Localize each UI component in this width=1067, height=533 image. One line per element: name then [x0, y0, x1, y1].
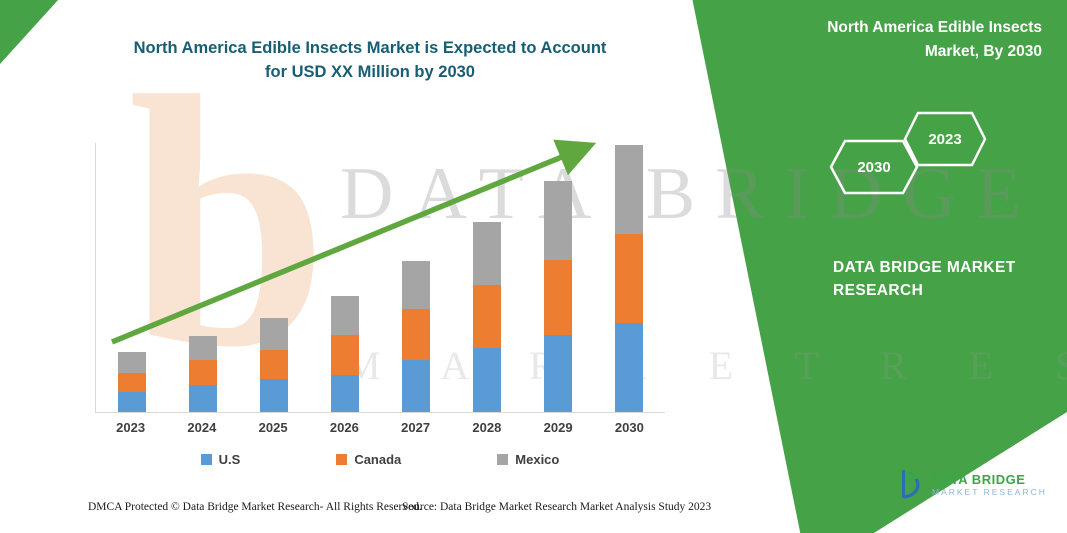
- legend-label: Mexico: [515, 452, 560, 467]
- chart-title-line1: North America Edible Insects Market is E…: [133, 39, 607, 57]
- dbmr-logo-name: DATA BRIDGE: [932, 471, 1026, 487]
- bar-segment-Canada-2029: [544, 260, 573, 335]
- banner-heading-line2: Market, By 2030: [924, 43, 1042, 60]
- footer-source-text: Source: Data Bridge Market Research Mark…: [402, 501, 712, 513]
- bar-2025: [259, 318, 288, 412]
- bar-segment-Canada-2027: [402, 309, 431, 360]
- bar-2026: [330, 296, 359, 412]
- bar-segment-Mexico-2028: [473, 222, 502, 285]
- x-axis-label-2024: 2024: [187, 420, 217, 435]
- legend-label: U.S: [218, 452, 241, 467]
- bar-segment-Mexico-2027: [402, 261, 431, 309]
- x-axis-label-2029: 2029: [543, 420, 573, 435]
- hexagon-2023-label: 2023: [928, 130, 962, 148]
- bar-2024: [188, 336, 217, 412]
- footer-dmca-text: DMCA Protected © Data Bridge Market Rese…: [88, 501, 422, 513]
- dbmr-logo-text: DATA BRIDGE MARKET RESEARCH: [932, 472, 1047, 497]
- bar-segment-Mexico-2029: [544, 181, 573, 260]
- bar-segment-Canada-2026: [330, 335, 359, 375]
- x-axis-label-2023: 2023: [116, 420, 146, 435]
- bar-segment-US-2024: [188, 385, 217, 412]
- bar-2028: [473, 222, 502, 412]
- chart-title: North America Edible Insects Market is E…: [65, 36, 675, 84]
- x-axis-label-2025: 2025: [258, 420, 288, 435]
- x-axis-label-2026: 2026: [329, 420, 359, 435]
- bar-segment-Canada-2030: [615, 234, 644, 323]
- legend-label: Canada: [354, 452, 402, 467]
- bar-segment-Canada-2025: [259, 350, 288, 379]
- hexagon-badge-2030: 2030: [829, 139, 919, 195]
- x-axis-label-2027: 2027: [401, 420, 431, 435]
- banner-brand-line1: DATA BRIDGE MARKET: [833, 259, 1016, 276]
- x-axis-label-2028: 2028: [472, 420, 502, 435]
- chart-legend: U.S Canada Mexico: [95, 452, 665, 467]
- chart-title-line2: for USD XX Million by 2030: [265, 63, 475, 81]
- watermark-market-research: M A R K E T R E S E A R C H: [345, 343, 1067, 388]
- bar-segment-Mexico-2026: [330, 296, 359, 335]
- banner-brand: DATA BRIDGE MARKET RESEARCH: [833, 256, 1016, 302]
- corner-triangle-decoration: [0, 0, 58, 64]
- dbmr-logo-subtitle: MARKET RESEARCH: [932, 486, 1047, 497]
- bar-2027: [402, 261, 431, 412]
- banner-heading: North America Edible Insects Market, By …: [772, 16, 1042, 64]
- bar-segment-Mexico-2023: [117, 352, 146, 373]
- bar-segment-US-2028: [473, 348, 502, 412]
- legend-item-Canada: Canada: [336, 452, 401, 467]
- banner-heading-line1: North America Edible Insects: [827, 19, 1042, 36]
- bar-2030: [615, 145, 644, 412]
- banner-brand-line2: RESEARCH: [833, 282, 924, 299]
- stacked-bar-chart: [95, 143, 665, 413]
- bar-segment-US-2023: [117, 392, 146, 412]
- bar-segment-Canada-2028: [473, 285, 502, 348]
- legend-swatch-icon: [336, 454, 348, 465]
- hexagon-outline-icon: [829, 139, 919, 195]
- legend-swatch-icon: [497, 454, 509, 465]
- dbmr-logo: DATA BRIDGE MARKET RESEARCH: [896, 468, 1047, 500]
- bar-segment-US-2027: [402, 360, 431, 412]
- bar-segment-Canada-2023: [117, 373, 146, 392]
- legend-item-US: U.S: [200, 452, 241, 467]
- legend-item-Mexico: Mexico: [497, 452, 559, 467]
- bar-segment-Mexico-2025: [259, 318, 288, 350]
- legend-swatch-icon: [200, 454, 212, 465]
- bar-segment-Mexico-2024: [188, 336, 217, 360]
- x-axis-label-2030: 2030: [614, 420, 644, 435]
- hexagon-outline-icon: [903, 111, 987, 167]
- bar-2029: [544, 181, 573, 412]
- bar-segment-US-2030: [615, 323, 644, 412]
- bar-segment-Canada-2024: [188, 360, 217, 385]
- bar-2023: [117, 352, 146, 412]
- bar-segment-US-2026: [330, 375, 359, 412]
- hexagon-2030-label: 2030: [857, 158, 891, 176]
- bar-segment-Mexico-2030: [615, 145, 644, 234]
- bar-segment-US-2025: [259, 379, 288, 412]
- x-axis-labels: 2023 2024 2025 2026 2027 2028 2029 2030: [95, 420, 665, 435]
- bar-segment-US-2029: [544, 335, 573, 412]
- hexagon-badge-2023: 2023: [903, 111, 987, 167]
- dbmr-logo-icon: [902, 470, 921, 499]
